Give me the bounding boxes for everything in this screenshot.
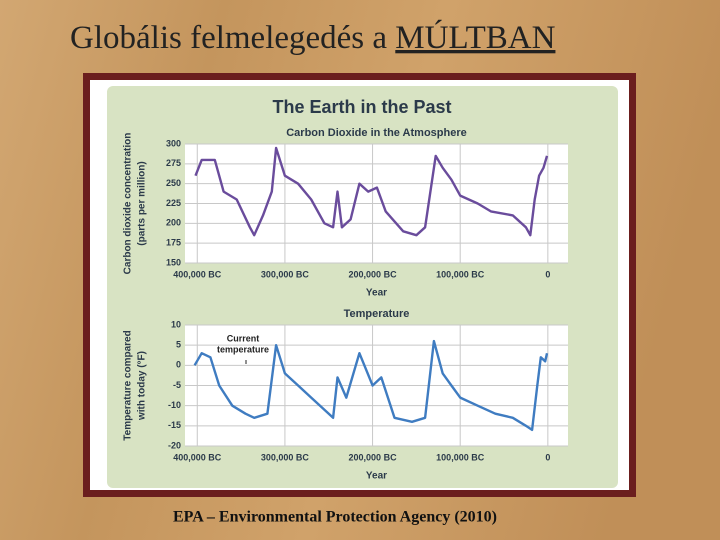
annotation: Current xyxy=(227,333,260,343)
x-tick-label: 300,000 BC xyxy=(261,452,310,462)
chart-subtitle: Temperature xyxy=(344,308,410,320)
y-axis-label: Temperature compared xyxy=(123,330,134,440)
y-tick-label: 0 xyxy=(176,360,181,370)
x-tick-label: 300,000 BC xyxy=(261,269,310,279)
y-axis-label: with today (°F) xyxy=(137,351,148,421)
y-tick-label: -20 xyxy=(168,440,181,450)
y-tick-label: 10 xyxy=(171,319,181,329)
x-tick-label: 200,000 BC xyxy=(349,452,398,462)
y-axis-label: Carbon dioxide concentration xyxy=(123,133,134,275)
y-tick-label: 300 xyxy=(166,138,181,148)
y-tick-label: 175 xyxy=(166,238,181,248)
x-tick-label: 100,000 BC xyxy=(436,269,485,279)
x-axis-label: Year xyxy=(366,471,387,482)
x-tick-label: 400,000 BC xyxy=(173,452,222,462)
y-tick-label: 250 xyxy=(166,178,181,188)
y-axis-label: (parts per million) xyxy=(137,161,148,245)
y-tick-label: 5 xyxy=(176,340,181,350)
y-tick-label: 275 xyxy=(166,158,181,168)
x-tick-label: 0 xyxy=(545,269,550,279)
y-tick-label: -5 xyxy=(173,380,181,390)
y-tick-label: 225 xyxy=(166,198,181,208)
x-axis-label: Year xyxy=(366,288,387,299)
x-tick-label: 400,000 BC xyxy=(173,269,222,279)
chart-subtitle: Carbon Dioxide in the Atmosphere xyxy=(286,127,467,139)
annotation: temperature xyxy=(217,344,269,354)
slide-title: Globális felmelegedés a MÚLTBAN xyxy=(70,18,556,56)
title-emphasis: MÚLTBAN xyxy=(395,18,555,56)
title-text: Globális felmelegedés a xyxy=(70,20,387,56)
x-tick-label: 0 xyxy=(545,452,550,462)
data-line xyxy=(194,146,549,237)
x-tick-label: 200,000 BC xyxy=(349,269,398,279)
footer: EPA – Environmental Protection Agency (2… xyxy=(173,509,497,526)
y-tick-label: -10 xyxy=(168,400,181,410)
figure-title: The Earth in the Past xyxy=(272,97,451,117)
y-tick-label: 200 xyxy=(166,218,181,228)
x-tick-label: 100,000 BC xyxy=(436,452,485,462)
y-tick-label: 150 xyxy=(166,257,181,267)
charts: Carbon Dioxide in the Atmosphere 150 175 20… xyxy=(123,127,568,482)
y-tick-label: -15 xyxy=(168,420,181,430)
data-line xyxy=(193,339,549,432)
